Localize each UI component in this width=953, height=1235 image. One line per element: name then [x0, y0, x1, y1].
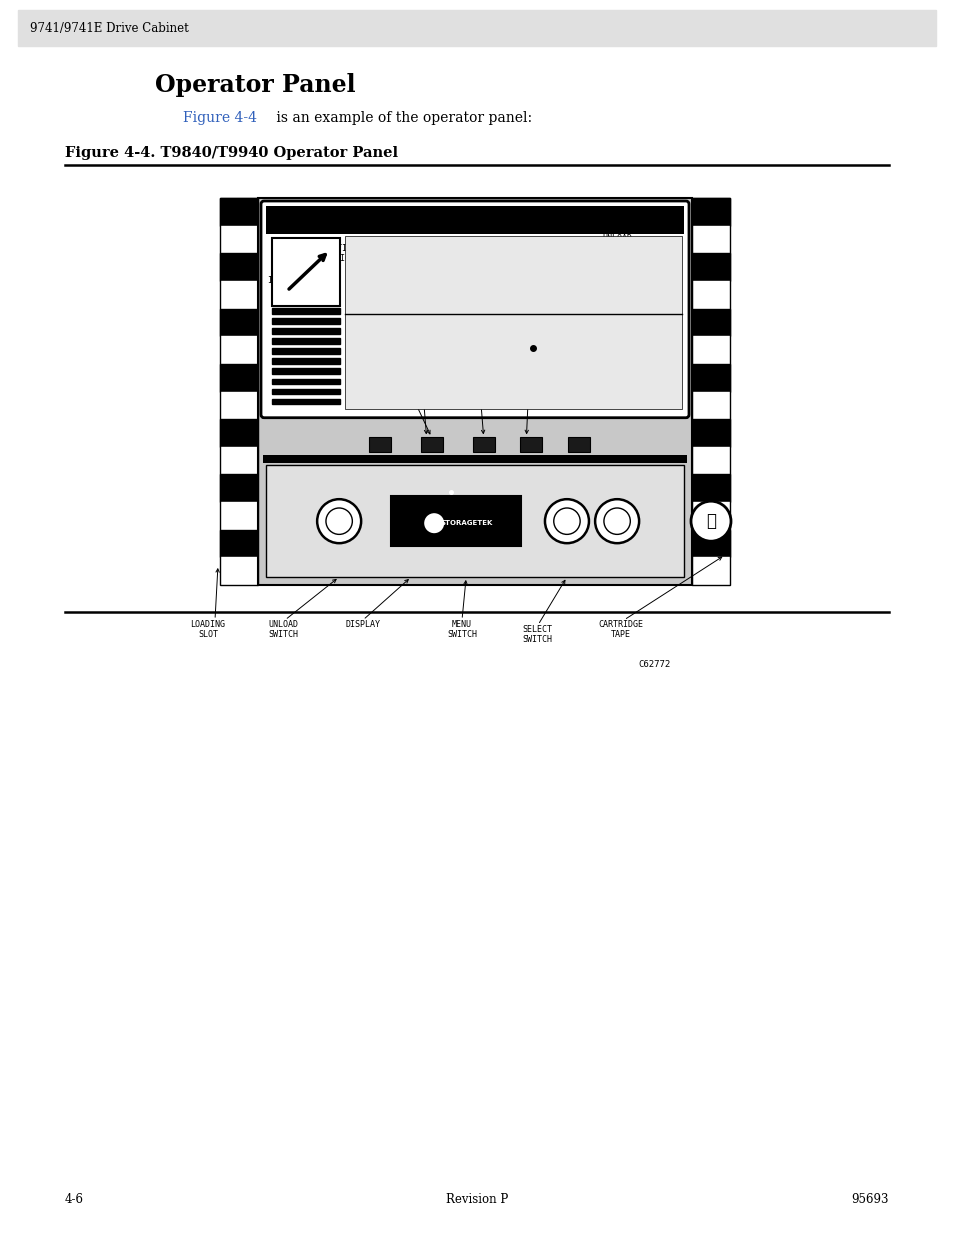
Bar — [220, 447, 257, 474]
Circle shape — [553, 508, 579, 535]
Bar — [257, 198, 691, 585]
Text: SELECT
SWITCH: SELECT SWITCH — [521, 625, 552, 645]
Bar — [472, 437, 495, 452]
Bar — [691, 280, 729, 309]
Bar — [266, 206, 683, 233]
Text: UNLOAD
SWITCH: UNLOAD SWITCH — [268, 620, 297, 640]
Text: 95693: 95693 — [851, 1193, 888, 1207]
Text: MANUAL
UNLOAD
DEVICE: MANUAL UNLOAD DEVICE — [601, 224, 631, 253]
Text: ACTIVITY
INDICATOR: ACTIVITY INDICATOR — [325, 243, 370, 263]
Bar — [391, 496, 520, 546]
Bar — [263, 456, 686, 463]
Bar — [272, 329, 339, 333]
Bar — [220, 253, 257, 280]
Bar — [220, 391, 257, 419]
Bar — [220, 474, 257, 503]
Bar — [691, 253, 729, 280]
Bar — [691, 309, 729, 336]
Bar — [272, 389, 339, 394]
Bar — [220, 309, 257, 336]
Bar — [220, 280, 257, 309]
Text: IPL
SWITCH: IPL SWITCH — [515, 264, 544, 284]
Bar — [220, 336, 257, 364]
Text: Figure 4-4: Figure 4-4 — [183, 111, 256, 125]
Bar — [691, 503, 729, 530]
Bar — [520, 437, 542, 452]
Text: Revision P: Revision P — [445, 1193, 508, 1207]
Bar — [272, 358, 339, 364]
Bar — [691, 530, 729, 557]
Text: MENU
SWITCH: MENU SWITCH — [447, 620, 476, 640]
Bar — [691, 391, 729, 419]
Text: STORAGETEK: STORAGETEK — [439, 520, 492, 526]
Bar — [220, 419, 257, 447]
Bar — [568, 437, 590, 452]
Bar — [272, 348, 339, 354]
Bar — [691, 557, 729, 585]
Text: CLEAN
INDICATOR: CLEAN INDICATOR — [389, 264, 434, 284]
Circle shape — [544, 499, 588, 543]
Text: LOADING
SLOT: LOADING SLOT — [191, 620, 225, 640]
Bar — [691, 474, 729, 503]
Bar — [272, 338, 339, 343]
Bar — [220, 198, 257, 585]
Bar — [691, 226, 729, 253]
Bar — [266, 466, 683, 577]
Circle shape — [424, 514, 444, 534]
Text: C62772: C62772 — [639, 659, 670, 669]
Text: CARTRIDGE
TAPE: CARTRIDGE TAPE — [598, 620, 643, 640]
Bar — [368, 437, 390, 452]
Bar — [220, 198, 257, 226]
Bar — [272, 378, 339, 384]
Circle shape — [690, 501, 730, 541]
Circle shape — [595, 499, 639, 543]
Text: Figure 4-4. T9840/T9940 Operator Panel: Figure 4-4. T9840/T9940 Operator Panel — [65, 146, 397, 161]
Text: Operator Panel: Operator Panel — [154, 73, 355, 98]
Bar — [691, 419, 729, 447]
Bar — [691, 336, 729, 364]
Bar — [272, 399, 339, 404]
Bar — [272, 319, 339, 324]
Bar — [220, 530, 257, 557]
Text: 4-6: 4-6 — [65, 1193, 84, 1207]
Bar — [220, 503, 257, 530]
Bar — [345, 236, 681, 409]
Bar — [691, 198, 729, 585]
Text: ⏻: ⏻ — [705, 513, 716, 530]
Text: DISPLAY: DISPLAY — [345, 620, 380, 629]
Text: SERVICE
INDICATOR: SERVICE INDICATOR — [445, 238, 490, 258]
Bar — [18, 10, 935, 46]
Bar — [691, 364, 729, 391]
Text: 9741/9741E Drive Cabinet: 9741/9741E Drive Cabinet — [30, 21, 189, 35]
Bar — [220, 226, 257, 253]
Bar — [691, 447, 729, 474]
Circle shape — [603, 508, 630, 535]
Bar — [691, 198, 729, 226]
Circle shape — [316, 499, 361, 543]
Bar — [420, 437, 442, 452]
Bar — [272, 368, 339, 374]
Bar — [272, 308, 339, 314]
Bar — [272, 238, 339, 306]
Bar — [220, 364, 257, 391]
Bar — [220, 557, 257, 585]
Text: POWER
INDICATOR: POWER INDICATOR — [267, 266, 313, 285]
FancyBboxPatch shape — [261, 201, 688, 417]
Text: is an example of the operator panel:: is an example of the operator panel: — [272, 111, 532, 125]
Circle shape — [326, 508, 352, 535]
